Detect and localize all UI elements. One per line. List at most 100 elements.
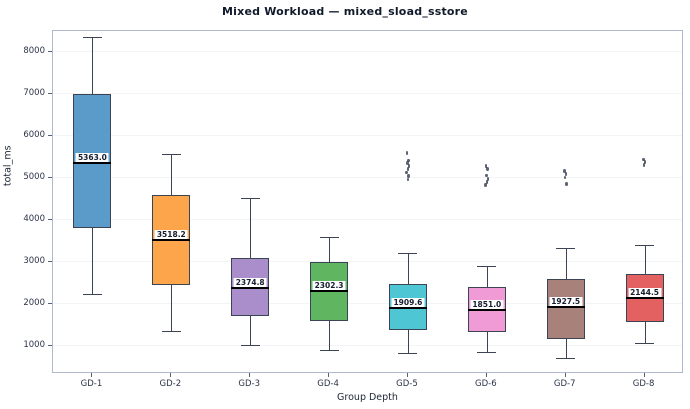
outlier-dot — [484, 183, 487, 187]
whisker-cap-lower — [398, 352, 418, 354]
gridline — [53, 303, 682, 305]
outlier-dot — [643, 160, 647, 164]
x-tick-label: GD-5 — [396, 379, 418, 389]
median-line — [546, 305, 585, 308]
gridline — [53, 135, 682, 137]
x-tick-label: GD-1 — [80, 379, 103, 389]
y-tick-mark — [48, 50, 52, 52]
x-tick-label: GD-3 — [238, 379, 260, 389]
outlier-dot — [406, 167, 410, 171]
whisker-upper — [92, 37, 94, 94]
median-label: 2374.8 — [233, 278, 267, 288]
median-line — [388, 306, 427, 309]
outlier-dot — [642, 157, 645, 162]
x-tick-mark — [328, 373, 330, 377]
outlier-dot — [485, 173, 488, 178]
whisker-lower — [92, 227, 94, 295]
outlier-dot — [642, 163, 646, 167]
y-tick-label: 1000 — [23, 339, 45, 350]
whisker-cap-lower — [161, 330, 181, 332]
median-line — [467, 309, 506, 312]
x-axis-label: Group Depth — [337, 392, 398, 403]
gridline — [53, 261, 682, 263]
median-line — [231, 287, 270, 290]
median-line — [625, 296, 664, 299]
outlier-dot — [565, 182, 568, 186]
outlier-dot — [406, 177, 410, 182]
median-label: 3518.2 — [154, 230, 188, 240]
outlier-dot — [486, 167, 489, 171]
gridline — [53, 93, 682, 95]
outlier-dot — [563, 169, 566, 173]
whisker-cap-upper — [398, 252, 418, 254]
median-label: 1909.6 — [391, 297, 425, 307]
whisker-lower — [486, 331, 488, 352]
y-tick-mark — [48, 302, 52, 304]
y-tick-mark — [48, 260, 52, 262]
outlier-dot — [406, 161, 409, 165]
plot-area: 5363.0 3518.2 2374.8 2302.3 1909.6 1851.0 1927… — [52, 30, 683, 373]
outlier-dot — [405, 151, 409, 155]
whisker-upper — [329, 236, 331, 263]
outlier-dot — [407, 174, 410, 178]
x-tick-mark — [249, 373, 251, 377]
x-tick-mark — [564, 373, 566, 377]
whisker-cap-upper — [240, 198, 260, 200]
whisker-cap-upper — [556, 248, 576, 250]
whisker-lower — [644, 322, 646, 344]
whisker-lower — [407, 330, 409, 353]
median-line — [73, 161, 112, 164]
x-tick-mark — [91, 373, 93, 377]
whisker-cap-upper — [82, 37, 102, 39]
gridline — [53, 51, 682, 53]
median-label: 2144.5 — [628, 287, 662, 297]
y-tick-mark — [48, 176, 52, 178]
outlier-dot — [407, 164, 411, 168]
chart-title: Mixed Workload — mixed_sload_sstore — [222, 5, 468, 18]
outlier-dot — [484, 164, 488, 168]
x-tick-label: GD-8 — [632, 379, 655, 389]
median-label: 5363.0 — [75, 152, 109, 162]
x-tick-mark — [406, 373, 408, 377]
whisker-cap-upper — [319, 236, 339, 238]
x-tick-mark — [643, 373, 645, 377]
whisker-cap-upper — [477, 266, 497, 268]
y-tick-label: 7000 — [23, 87, 45, 98]
whisker-cap-upper — [161, 154, 181, 156]
median-line — [152, 239, 191, 242]
outlier-dot — [486, 177, 490, 181]
x-tick-label: GD-4 — [317, 379, 339, 389]
whisker-cap-lower — [319, 349, 339, 351]
whisker-upper — [644, 245, 646, 275]
y-tick-label: 3000 — [23, 255, 45, 266]
whisker-upper — [565, 248, 567, 280]
x-tick-mark — [170, 373, 172, 377]
whisker-upper — [407, 252, 409, 285]
whisker-lower — [171, 284, 173, 331]
y-tick-label: 2000 — [23, 297, 45, 308]
x-tick-label: GD-2 — [159, 379, 182, 389]
whisker-cap-upper — [635, 245, 655, 247]
whisker-upper — [486, 266, 488, 287]
whisker-upper — [250, 198, 252, 258]
box-GD-7 — [546, 279, 585, 339]
x-tick-label: GD-6 — [475, 379, 497, 389]
y-axis-label: total_ms — [2, 145, 14, 187]
whisker-lower — [329, 320, 331, 350]
y-tick-label: 5000 — [23, 171, 45, 182]
y-tick-label: 6000 — [23, 129, 45, 140]
outlier-dot — [564, 172, 568, 176]
median-label: 1851.0 — [470, 300, 504, 310]
outlier-dot — [407, 158, 410, 163]
x-tick-mark — [485, 373, 487, 377]
outlier-dot — [405, 170, 408, 175]
y-tick-mark — [48, 92, 52, 94]
whisker-lower — [565, 338, 567, 358]
whisker-lower — [250, 316, 252, 346]
gridline — [53, 345, 682, 347]
whisker-cap-lower — [635, 343, 655, 345]
y-tick-mark — [48, 134, 52, 136]
gridline — [53, 177, 682, 179]
whisker-cap-lower — [240, 345, 260, 347]
